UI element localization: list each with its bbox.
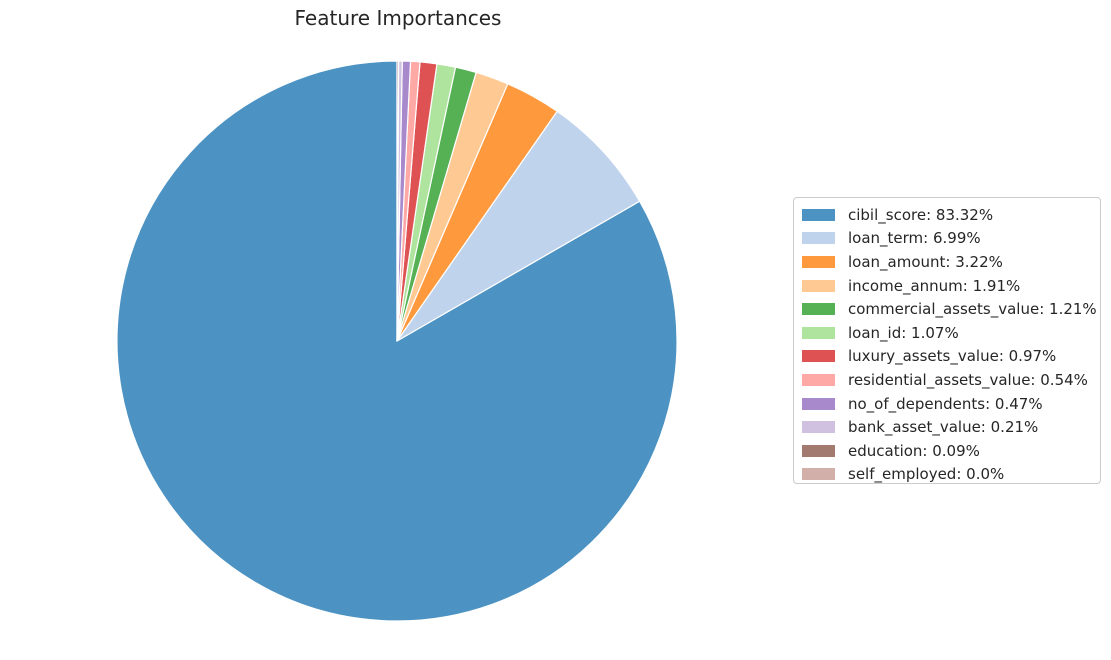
pie-slice-loan-term	[396, 110, 641, 342]
legend-label: luxury_assets_value: 0.97%	[848, 347, 1057, 366]
legend-label: commercial_assets_value: 1.21%	[848, 300, 1097, 319]
chart-title: Feature Importances	[294, 6, 502, 30]
legend-label: no_of_dependents: 0.47%	[848, 394, 1043, 413]
legend: cibil_score: 83.32% loan_term: 6.99% loan_…	[793, 197, 1101, 484]
legend-item: luxury_assets_value: 0.97%	[802, 345, 1100, 369]
legend-label: education: 0.09%	[848, 441, 980, 460]
legend-item: commercial_assets_value: 1.21%	[802, 297, 1100, 321]
legend-item: self_employed: 0.0%	[802, 463, 1100, 487]
legend-item: income_annum: 1.91%	[802, 274, 1100, 298]
legend-item: bank_asset_value: 0.21%	[802, 415, 1100, 439]
legend-label: cibil_score: 83.32%	[848, 205, 994, 224]
legend-swatch	[802, 421, 835, 434]
legend-swatch	[802, 350, 835, 363]
legend-item: residential_assets_value: 0.54%	[802, 368, 1100, 392]
legend-label: loan_amount: 3.22%	[848, 252, 1003, 271]
legend-item: cibil_score: 83.32%	[802, 203, 1100, 227]
legend-swatch	[802, 444, 835, 457]
legend-swatch	[802, 468, 835, 481]
legend-item: loan_term: 6.99%	[802, 227, 1100, 251]
legend-swatch	[802, 326, 835, 339]
legend-swatch	[802, 397, 835, 410]
legend-swatch	[802, 232, 835, 245]
legend-label: self_employed: 0.0%	[848, 465, 1005, 484]
pie-slice-education	[396, 60, 400, 342]
legend-item: loan_id: 1.07%	[802, 321, 1100, 345]
legend-label: loan_term: 6.99%	[848, 229, 981, 248]
legend-swatch	[802, 303, 835, 316]
legend-swatch	[802, 255, 835, 268]
legend-item: education: 0.09%	[802, 439, 1100, 463]
pie-slices	[116, 60, 678, 622]
legend-swatch	[802, 208, 835, 221]
legend-item: no_of_dependents: 0.47%	[802, 392, 1100, 416]
legend-label: bank_asset_value: 0.21%	[848, 418, 1039, 437]
legend-label: residential_assets_value: 0.54%	[848, 370, 1088, 389]
legend-item: loan_amount: 3.22%	[802, 250, 1100, 274]
legend-label: loan_id: 1.07%	[848, 323, 959, 342]
legend-swatch	[802, 279, 835, 292]
legend-swatch	[802, 373, 835, 386]
legend-label: income_annum: 1.91%	[848, 276, 1021, 295]
